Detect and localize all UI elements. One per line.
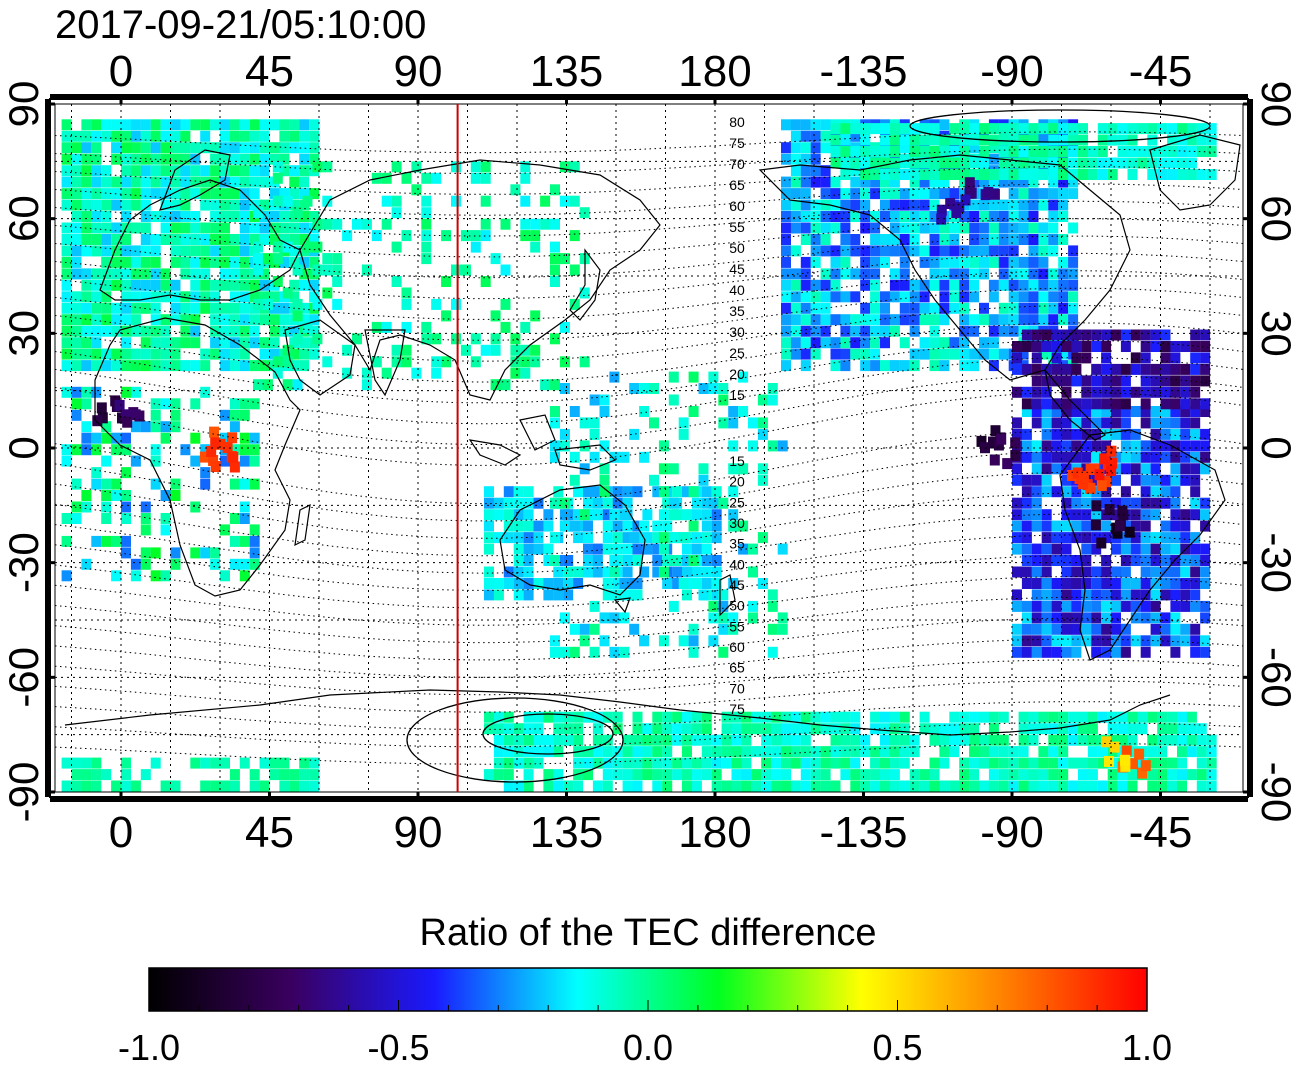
lon-label-bottom: -90: [980, 808, 1044, 857]
contour-label-south: 45: [729, 577, 745, 593]
lon-label-bottom: -135: [819, 808, 907, 857]
lon-label-bottom: 90: [394, 808, 443, 857]
lat-label-left: -30: [0, 532, 47, 593]
contour-label-north: 55: [729, 219, 745, 235]
longitude-labels-bottom: 0 45 90 135 180 -135 -90 -45: [109, 808, 1193, 857]
lat-label-right: -60: [1253, 647, 1296, 708]
colorbar-tick-label: 0.5: [872, 1027, 922, 1064]
colorbar-tick-label: 1.0: [1122, 1027, 1172, 1064]
contour-label-north: 65: [729, 177, 745, 193]
lon-label-top: 90: [394, 47, 443, 96]
lat-label-left: 0: [0, 436, 47, 459]
coastline-layer: [64, 134, 1241, 736]
lat-label-right: -90: [1253, 762, 1296, 823]
contour-label-north: 70: [729, 156, 745, 172]
south-magnetic-pole-ring-outer: [406, 697, 624, 783]
south-magnetic-pole-ring-inner: [482, 713, 614, 755]
lon-label-bottom: 0: [109, 808, 133, 857]
colorbar-title: Ratio of the TEC difference: [420, 912, 877, 954]
contour-label-south: 20: [729, 474, 745, 490]
lon-label-top: -90: [980, 47, 1044, 96]
contour-label-north: 40: [729, 282, 745, 298]
lat-label-left: -60: [0, 647, 47, 708]
north-magnetic-pole-ring: [909, 109, 1211, 143]
lat-label-left: 60: [0, 195, 47, 242]
colorbar-tick-label: -1.0: [118, 1027, 180, 1064]
contour-label-north: 60: [729, 198, 745, 214]
contour-label-south: 35: [729, 536, 745, 552]
contour-label-south: 25: [729, 494, 745, 510]
lon-label-bottom: 45: [245, 808, 294, 857]
lat-label-left: 90: [0, 81, 47, 128]
contour-label-north: 45: [729, 261, 745, 277]
lon-label-bottom: -45: [1129, 808, 1193, 857]
contour-label-south: 55: [729, 618, 745, 634]
lat-label-left: 30: [0, 310, 47, 357]
lat-label-left: -90: [0, 762, 47, 823]
contour-label-south: 75: [729, 701, 745, 717]
contour-label-north: 15: [729, 387, 745, 403]
longitude-labels-top: 0 45 90 135 180 -135 -90 -45: [109, 47, 1193, 96]
lat-label-right: -30: [1253, 532, 1296, 593]
frame-ticks: [45, 94, 1253, 802]
contour-label-south: 30: [729, 515, 745, 531]
lon-label-top: -45: [1129, 47, 1193, 96]
latitude-labels-left: 90 60 30 0 -30 -60 -90: [0, 81, 47, 823]
contour-label-north: 30: [729, 324, 745, 340]
magnetic-latitude-contours: [55, 131, 1243, 765]
lon-label-top: 0: [109, 47, 133, 96]
colorbar-tick-label: -0.5: [367, 1027, 429, 1064]
lon-label-top: 180: [678, 47, 751, 96]
lon-label-top: 45: [245, 47, 294, 96]
contour-label-north: 25: [729, 345, 745, 361]
lat-label-right: 0: [1253, 436, 1296, 459]
lat-label-right: 60: [1253, 195, 1296, 242]
contour-label-south: 65: [729, 660, 745, 676]
lon-label-top: 135: [530, 47, 603, 96]
colorbar-tick-label: 0.0: [623, 1027, 673, 1064]
lat-label-right: 30: [1253, 310, 1296, 357]
contour-label-north: 50: [729, 240, 745, 256]
lat-lon-grid: [55, 104, 1243, 792]
contour-labels: 80 75 70 65 60 55 50 45 40 35 30 25 20 15 15 20 25 30 35 40…: [729, 114, 745, 717]
colorbar-ticks: -1.0 -0.5 0.0 0.5 1.0: [118, 1000, 1172, 1068]
lon-label-bottom: 180: [678, 808, 751, 857]
contour-label-south: 70: [729, 680, 745, 696]
contour-label-south: 50: [729, 598, 745, 614]
latitude-labels-right: 90 60 30 0 -30 -60 -90: [1253, 81, 1296, 823]
lon-label-bottom: 135: [530, 808, 603, 857]
contour-label-south: 60: [729, 639, 745, 655]
contour-label-south: 40: [729, 556, 745, 572]
contour-label-north: 75: [729, 135, 745, 151]
timestamp-title: 2017-09-21/05:10:00: [55, 3, 426, 47]
contour-label-north: 80: [729, 114, 745, 130]
lon-label-top: -135: [819, 47, 907, 96]
contour-label-north: 35: [729, 303, 745, 319]
lat-label-right: 90: [1253, 81, 1296, 128]
contour-label-south: 15: [729, 453, 745, 469]
contour-label-north: 20: [729, 366, 745, 382]
